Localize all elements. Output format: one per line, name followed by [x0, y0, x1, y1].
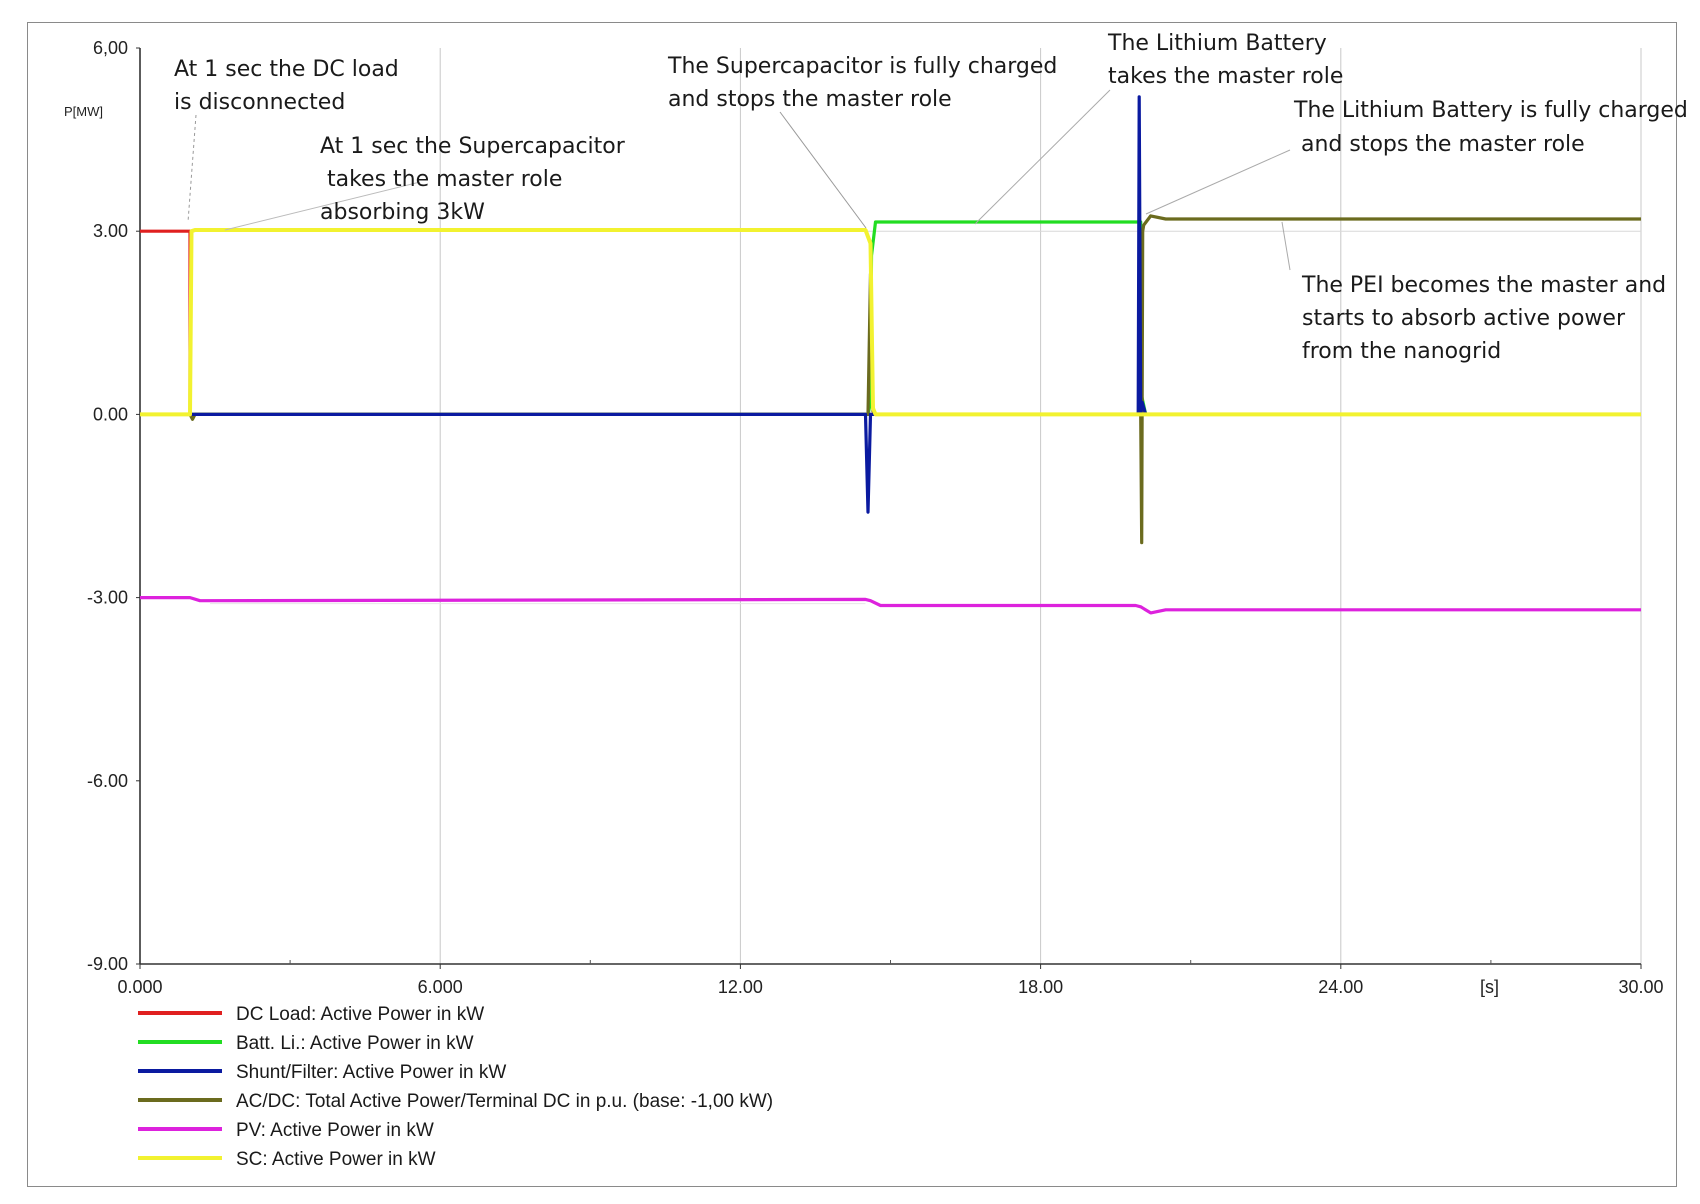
- annotation-line: is disconnected: [174, 90, 345, 115]
- annotation-leader: [224, 181, 421, 231]
- annotation-line: takes the master role: [320, 167, 562, 192]
- x-tick-label: 24.00: [1318, 977, 1363, 997]
- y-tick-label: 6,00: [93, 38, 128, 58]
- axes: P[MW] [s]: [64, 48, 1641, 997]
- annotation-line: The Lithium Battery: [1107, 31, 1327, 56]
- annotation-line: At 1 sec the Supercapacitor: [320, 134, 626, 159]
- annotation-leader: [1145, 149, 1291, 215]
- legend-label: DC Load: Active Power in kW: [236, 1004, 484, 1025]
- annotation-line: and stops the master role: [668, 87, 952, 112]
- series: [140, 95, 1641, 615]
- x-tick-label: 0.000: [117, 977, 162, 997]
- legend-label: SC: Active Power in kW: [236, 1149, 436, 1170]
- annotation-leader: [187, 114, 197, 223]
- annotation-line: The Lithium Battery is fully charged: [1293, 98, 1688, 123]
- sc-line: [140, 228, 1641, 417]
- x-tick-label: 6.000: [418, 977, 463, 997]
- annotation-leader: [1281, 221, 1291, 271]
- annotation-text: The Lithium Battery takes the master role: [1107, 31, 1343, 89]
- pv-line: [140, 595, 1641, 615]
- legend-label: Shunt/Filter: Active Power in kW: [236, 1062, 506, 1083]
- legend-label: PV: Active Power in kW: [236, 1120, 434, 1141]
- y-tick-label: 3.00: [93, 221, 128, 241]
- annotation-leader: [779, 111, 867, 229]
- annotation-line: At 1 sec the DC load: [174, 57, 399, 82]
- annotation-text: At 1 sec the Supercapacitor takes the ma…: [320, 134, 626, 225]
- annotation-line: starts to absorb active power: [1302, 306, 1626, 331]
- y-tick-label: -3.00: [87, 588, 128, 608]
- annotation-line: The Supercapacitor is fully charged: [667, 54, 1057, 79]
- y-tick-label: -6.00: [87, 771, 128, 791]
- y-axis-label: P[MW]: [64, 104, 103, 119]
- annotation-text: At 1 sec the DC load is disconnected: [174, 57, 399, 115]
- chart-frame: [27, 22, 1677, 1187]
- ticks: 0.000 6.000 12.00 18.00 24.00 30.00 6,00 3.00 0.…: [87, 38, 1664, 997]
- annotation-text: The Lithium Battery is fully charged and…: [1293, 98, 1688, 157]
- annotation-line: The PEI becomes the master and: [1301, 273, 1666, 298]
- x-tick-label: 12.00: [718, 977, 763, 997]
- y-tick-label: -9.00: [87, 954, 128, 974]
- annotation-leader: [974, 89, 1111, 225]
- annotation-line: takes the master role: [1108, 64, 1343, 89]
- legend: DC Load: Active Power in kW Batt. Li.: Ac…: [138, 1004, 773, 1170]
- annotation-text: The Supercapacitor is fully charged and s…: [667, 54, 1057, 112]
- annotation-line: absorbing 3kW: [320, 200, 485, 225]
- shunt-filter-line: [140, 95, 1641, 514]
- y-tick-label: 0.00: [93, 404, 128, 424]
- legend-label: AC/DC: Total Active Power/Terminal DC in…: [236, 1091, 773, 1112]
- ac-dc-line: [140, 214, 1641, 545]
- x-tick-label: 18.00: [1018, 977, 1063, 997]
- legend-label: Batt. Li.: Active Power in kW: [236, 1033, 474, 1054]
- annotation-line: from the nanogrid: [1302, 339, 1501, 364]
- x-axis-label: [s]: [1480, 977, 1499, 997]
- annotation-line: and stops the master role: [1294, 132, 1585, 157]
- annotation-text: The PEI becomes the master and starts to …: [1301, 273, 1666, 364]
- x-tick-label: 30.00: [1618, 977, 1663, 997]
